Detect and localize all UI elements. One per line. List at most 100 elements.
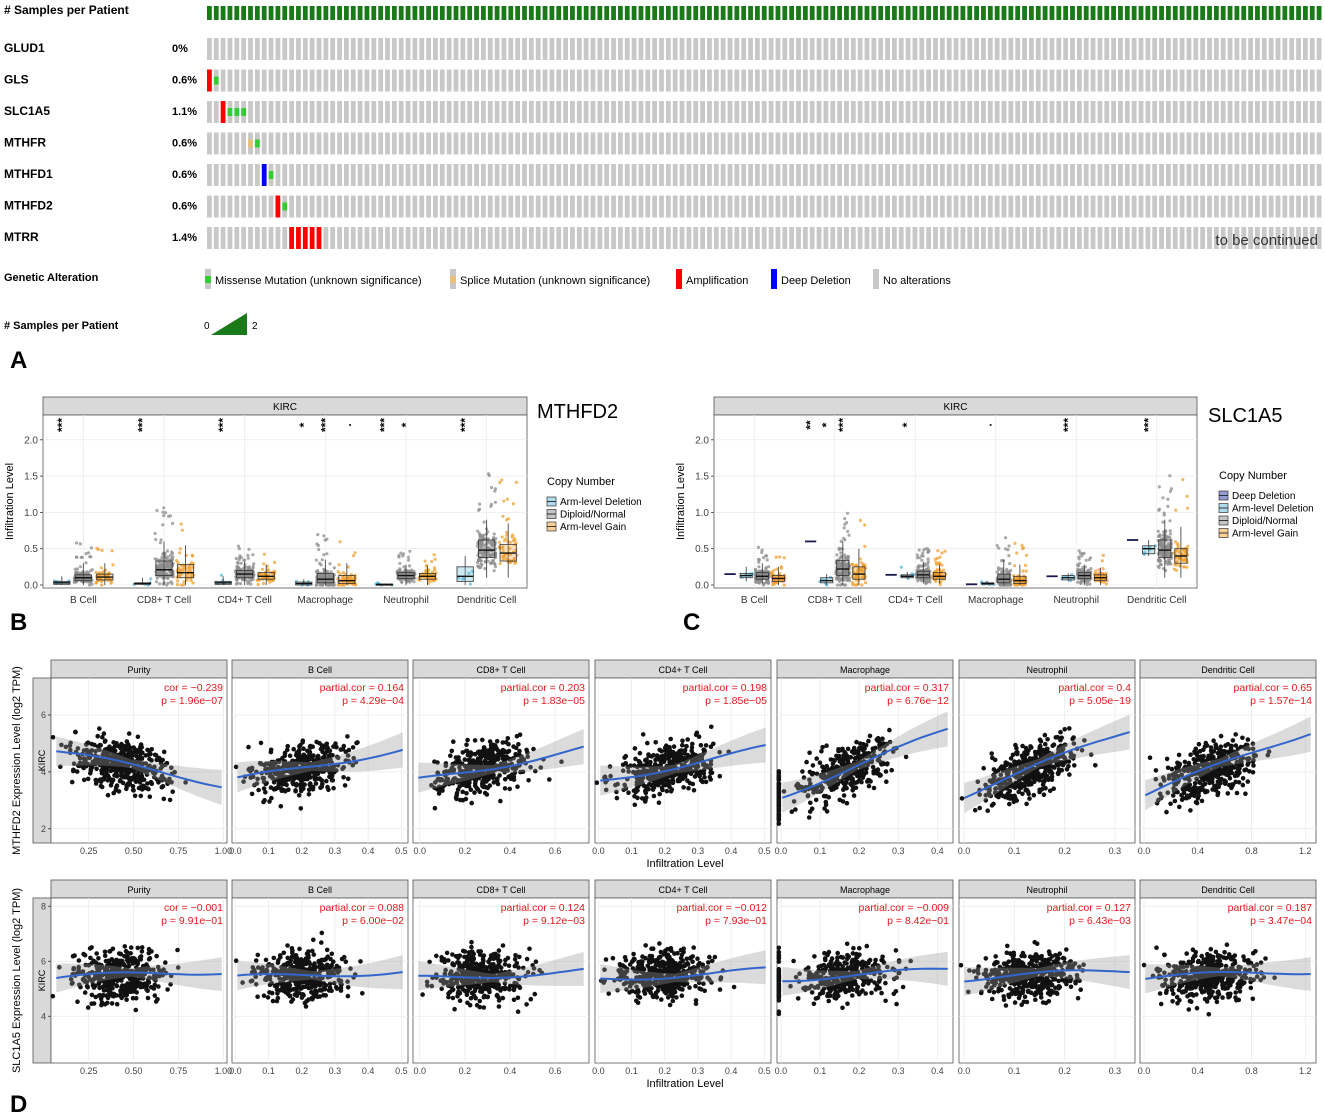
sample-count-cell — [713, 6, 719, 20]
alteration-cell — [474, 101, 479, 123]
alteration-cell — [282, 164, 288, 186]
alteration-cell — [1008, 132, 1014, 155]
alteration-cell — [912, 132, 918, 155]
alteration-cell — [707, 195, 712, 218]
alteration-cell — [1241, 101, 1247, 123]
alteration-cell — [1172, 132, 1178, 155]
alteration-cell — [974, 132, 979, 155]
alteration-cell — [761, 164, 767, 186]
alteration-cell — [1289, 132, 1295, 155]
legend-item-missense: Missense Mutation (unknown significance) — [205, 269, 422, 289]
alteration-cell — [679, 38, 685, 60]
alteration-cell — [761, 132, 767, 155]
alteration-cell — [638, 38, 644, 60]
alteration-cell — [1289, 38, 1295, 60]
alteration-cell — [590, 132, 596, 155]
data-point — [927, 549, 931, 553]
sample-count-cell — [953, 6, 959, 20]
alteration-cell — [967, 132, 973, 155]
alteration-cell — [508, 195, 514, 218]
alteration-cell — [1241, 227, 1247, 249]
data-point — [87, 577, 91, 582]
alteration-cell — [1227, 69, 1233, 92]
sample-count-cell — [302, 6, 308, 20]
data-point — [236, 544, 241, 548]
alteration-cell — [337, 38, 342, 60]
alteration-cell — [289, 38, 294, 60]
alteration-cell — [460, 195, 466, 218]
data-point — [765, 558, 769, 562]
alteration-cell — [1200, 38, 1206, 60]
alteration-cell — [576, 195, 582, 218]
alteration-cell — [501, 227, 507, 249]
alteration-cell — [364, 227, 370, 249]
alteration-cell — [802, 195, 808, 218]
alteration-cell — [1001, 164, 1007, 186]
sample-count-cell — [1289, 6, 1295, 20]
data-point — [262, 552, 266, 556]
alteration-cell — [350, 195, 356, 218]
sample-count-cell — [254, 6, 260, 20]
data-point — [513, 561, 517, 565]
data-point — [166, 575, 170, 580]
alteration-cell — [583, 38, 589, 60]
sample-count-cell — [535, 6, 541, 20]
data-point — [1079, 580, 1083, 584]
alteration-cell — [1090, 132, 1096, 155]
sample-count-cell — [268, 6, 274, 20]
sample-count-cell — [905, 6, 911, 20]
data-point — [100, 777, 105, 782]
alteration-cell — [391, 195, 397, 218]
data-point — [479, 559, 483, 563]
alteration-cell — [837, 227, 842, 249]
alteration-cell-missense — [213, 76, 219, 85]
alteration-cell — [426, 227, 431, 249]
y-axis-label: Infiltration Level — [4, 463, 16, 540]
alteration-cell — [864, 164, 870, 186]
alteration-cell — [1035, 69, 1041, 92]
alteration-cell — [1015, 69, 1021, 92]
data-point — [79, 555, 83, 560]
sample-count-cell — [378, 6, 384, 20]
legend-item-none: No alterations — [873, 269, 951, 289]
data-point — [320, 558, 324, 562]
significance-marker: *** — [836, 418, 850, 432]
sample-count-cell — [1220, 6, 1226, 20]
data-point — [246, 744, 251, 750]
alteration-cell — [1303, 38, 1308, 60]
data-point — [124, 739, 130, 744]
alteration-cell — [974, 101, 979, 123]
alteration-cell — [302, 38, 308, 60]
data-point — [401, 552, 406, 556]
sample-count-cell — [679, 6, 685, 20]
alteration-cell — [391, 227, 397, 249]
alteration-cell — [1056, 38, 1062, 60]
alteration-cell — [1118, 195, 1123, 218]
alteration-cell — [254, 38, 260, 60]
data-point — [398, 561, 402, 565]
data-point — [90, 582, 94, 586]
alteration-cell — [631, 101, 637, 123]
alteration-cell — [755, 164, 760, 186]
data-point — [513, 538, 517, 542]
alteration-cell — [987, 195, 993, 218]
sample-count-cell — [741, 6, 747, 20]
alteration-cell — [652, 38, 658, 60]
alteration-cell — [741, 38, 747, 60]
alteration-cell — [1275, 101, 1281, 123]
alteration-cell — [823, 38, 829, 60]
alteration-cell — [556, 227, 562, 249]
data-point — [88, 569, 93, 573]
alteration-cell — [727, 38, 733, 60]
data-point — [101, 731, 107, 736]
alteration-cell — [618, 38, 623, 60]
iqr-box — [155, 560, 173, 576]
sample-count-cell — [659, 6, 664, 20]
alteration-cell — [460, 132, 466, 155]
data-point — [155, 570, 159, 574]
sample-count-cell — [844, 6, 849, 20]
sample-count-cell — [611, 6, 616, 20]
alteration-cell — [652, 101, 658, 123]
data-point — [127, 768, 132, 774]
alteration-cell — [1015, 38, 1021, 60]
